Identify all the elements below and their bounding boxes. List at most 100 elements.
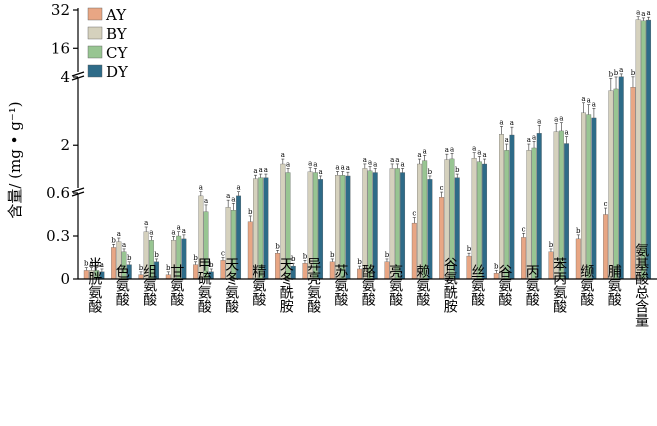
- x-tick-label: 天冬氨酸: [223, 257, 239, 313]
- x-tick-label: 氨基酸总含量: [633, 243, 649, 327]
- significance-label: a: [532, 133, 536, 141]
- significance-label: b: [94, 260, 99, 268]
- significance-label: a: [510, 119, 514, 127]
- x-tick-label: 亮氨酸: [387, 263, 403, 306]
- x-tick-label: 异亮氨酸: [305, 257, 321, 313]
- significance-label: a: [149, 228, 153, 236]
- legend-swatch-ay: [87, 7, 103, 21]
- x-tick-label: 甘氨酸: [168, 264, 184, 306]
- significance-label: b: [303, 252, 308, 260]
- x-tick-label: 酪氨酸: [360, 264, 376, 306]
- significance-label: b: [357, 258, 362, 266]
- significance-label: a: [395, 156, 399, 164]
- significance-label: b: [275, 242, 280, 250]
- x-tick-label: 半胱氨酸: [86, 257, 102, 313]
- significance-label: a: [286, 160, 290, 168]
- significance-label: a: [318, 168, 322, 176]
- significance-label: b: [549, 241, 554, 249]
- significance-label: a: [641, 10, 645, 18]
- bar-cy: [422, 160, 428, 280]
- x-tick-label: 谷氨酸: [496, 264, 512, 306]
- significance-label: b: [139, 264, 144, 272]
- significance-label: b: [385, 251, 390, 259]
- x-tick-label: 谷氨酰胺: [442, 257, 458, 314]
- x-tick-label: 丝氨酸: [469, 264, 485, 306]
- significance-label: a: [226, 192, 230, 200]
- significance-label: b: [330, 251, 335, 259]
- significance-label: c: [604, 200, 608, 208]
- significance-label: a: [477, 148, 481, 156]
- significance-label: c: [440, 184, 444, 192]
- bar-by: [417, 163, 422, 280]
- significance-label: a: [177, 224, 181, 232]
- significance-label: a: [308, 160, 312, 168]
- significance-label: a: [423, 147, 427, 155]
- axis-break-mark: [71, 191, 85, 197]
- significance-label: a: [587, 97, 591, 105]
- x-tick-label: 天冬酰胺: [278, 257, 294, 314]
- significance-label: a: [171, 228, 175, 236]
- significance-label: a: [400, 160, 404, 168]
- bar-by: [471, 158, 477, 280]
- y-tick-label: 2: [60, 136, 70, 154]
- significance-label: c: [522, 225, 526, 233]
- bar-cy: [531, 147, 537, 280]
- significance-label: a: [482, 151, 486, 159]
- legend-swatch-dy: [87, 64, 103, 78]
- bar-by: [389, 168, 395, 280]
- significance-label: a: [450, 145, 454, 153]
- x-tick-label: 组氨酸: [141, 264, 157, 306]
- significance-label: a: [253, 167, 257, 175]
- significance-label: b: [127, 254, 132, 262]
- significance-label: b: [609, 70, 614, 78]
- bar-cy: [367, 170, 373, 280]
- x-tick-label: 精氨酸: [250, 264, 266, 306]
- significance-label: a: [592, 100, 596, 108]
- y-tick-label: 0.3: [46, 227, 70, 245]
- x-tick-label: 赖氨酸: [414, 264, 430, 306]
- axis-break-gap: [72, 188, 84, 194]
- significance-label: a: [100, 261, 104, 269]
- significance-label: b: [209, 261, 214, 269]
- significance-label: a: [527, 136, 531, 144]
- significance-label: b: [631, 69, 636, 77]
- significance-label: a: [559, 115, 563, 123]
- axis-break-mark: [71, 71, 85, 77]
- y-tick-label: 4: [60, 68, 70, 86]
- significance-label: b: [193, 254, 198, 262]
- significance-label: b: [455, 166, 460, 174]
- bar-cy: [504, 150, 510, 280]
- significance-label: a: [619, 66, 623, 74]
- significance-label: a: [346, 164, 350, 172]
- significance-label: a: [89, 260, 93, 268]
- significance-label: b: [428, 168, 433, 176]
- significance-label: b: [84, 260, 89, 268]
- significance-label: a: [281, 151, 285, 159]
- significance-label: a: [472, 145, 476, 153]
- significance-label: a: [581, 95, 585, 103]
- significance-label: a: [231, 195, 235, 203]
- x-tick-label: 苏氨酸: [332, 264, 348, 306]
- significance-label: b: [467, 245, 472, 253]
- bar-dy: [646, 19, 652, 280]
- significance-label: a: [564, 129, 568, 137]
- significance-label: a: [636, 9, 640, 17]
- significance-label: a: [390, 156, 394, 164]
- significance-label: a: [417, 151, 421, 159]
- significance-label: a: [341, 163, 345, 171]
- significance-label: c: [412, 210, 416, 218]
- bar-cy: [476, 161, 482, 280]
- y-tick-label: 0: [60, 270, 70, 288]
- legend-label-dy: DY: [106, 63, 129, 81]
- significance-label: b: [291, 255, 296, 263]
- legend-swatch-cy: [87, 45, 103, 59]
- x-tick-label: 甲硫氨酸: [196, 257, 212, 313]
- significance-label: b: [494, 262, 499, 270]
- significance-label: a: [264, 166, 268, 174]
- x-tick-label: 丙氨酸: [524, 264, 540, 306]
- significance-label: a: [122, 241, 126, 249]
- significance-label: b: [576, 227, 581, 235]
- bar-by: [581, 112, 586, 280]
- significance-label: a: [445, 146, 449, 154]
